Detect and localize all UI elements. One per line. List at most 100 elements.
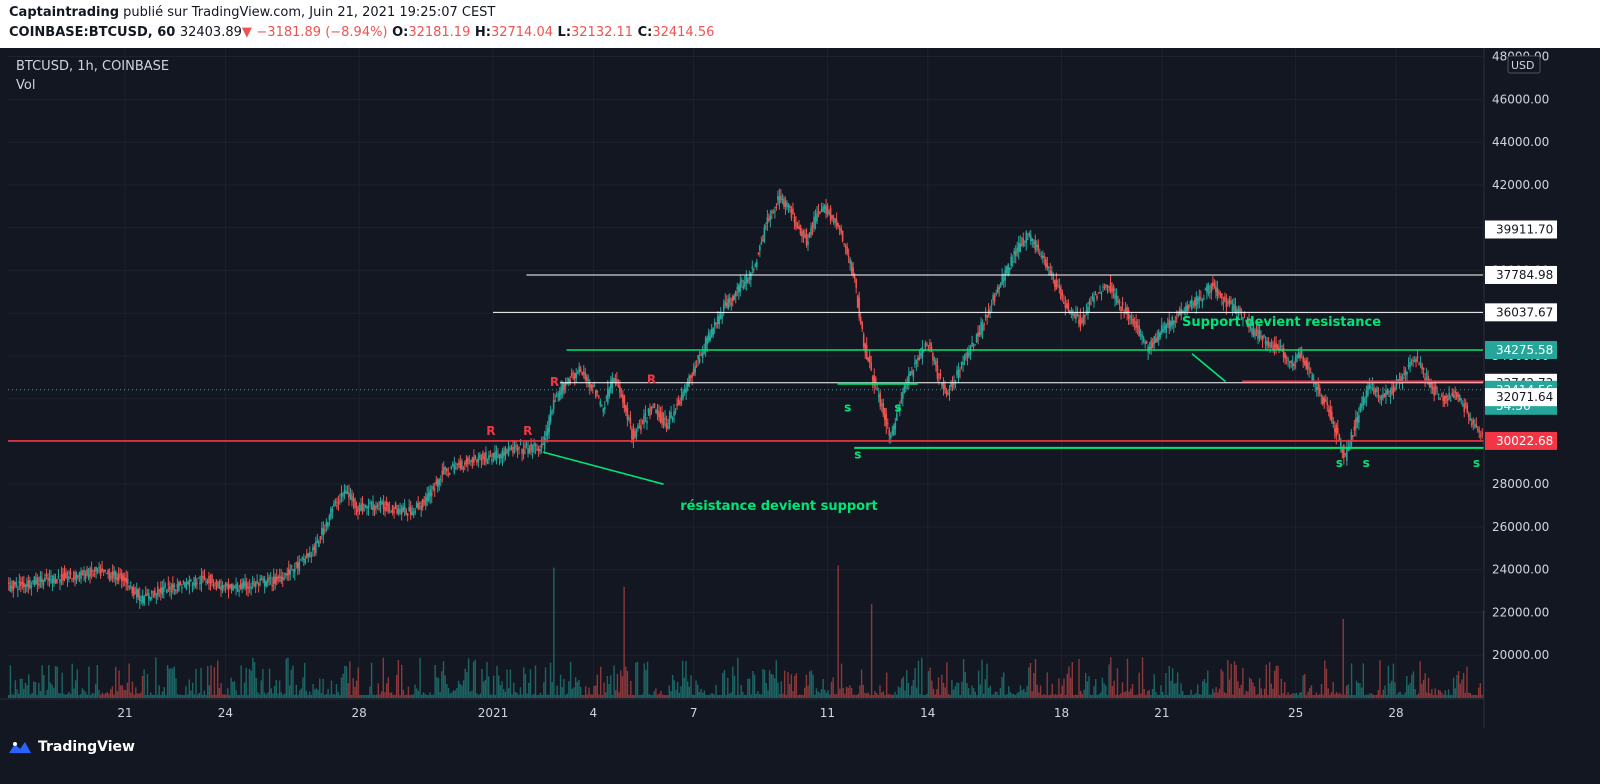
volume-bar — [1138, 672, 1140, 698]
tradingview-logo[interactable]: TradingView — [8, 739, 135, 755]
volume-bar — [1215, 687, 1217, 698]
candle-body — [686, 381, 689, 388]
volume-bar — [148, 694, 150, 698]
candle-body — [1308, 368, 1311, 370]
volume-bar — [1222, 671, 1224, 698]
volume-bar — [1360, 687, 1363, 698]
candle-body — [260, 578, 263, 580]
volume-bar — [678, 692, 681, 698]
candle-body — [974, 344, 976, 346]
candle-body — [637, 425, 639, 429]
candle-body — [996, 287, 999, 293]
volume-bar — [1228, 679, 1231, 698]
volume-bar — [952, 689, 955, 698]
candle-body — [122, 575, 124, 581]
volume-bar — [340, 677, 343, 698]
volume-bar — [752, 671, 754, 698]
candle-body — [703, 350, 705, 354]
volume-bar — [116, 691, 119, 698]
volume-bar — [1456, 675, 1458, 698]
volume-bar — [108, 693, 110, 698]
candle-body — [698, 359, 701, 363]
candle-body — [816, 213, 818, 221]
candle-body — [1066, 303, 1068, 308]
volume-bar — [727, 677, 729, 698]
volume-bar — [1125, 691, 1127, 698]
candle-body — [1416, 356, 1419, 359]
candle-body — [646, 420, 648, 424]
candle-body — [897, 408, 900, 411]
candle-body — [656, 410, 659, 415]
author-name[interactable]: Captaintrading — [9, 5, 120, 20]
volume-bar — [942, 682, 945, 698]
volume-bar — [1074, 694, 1077, 698]
candle-body — [1309, 372, 1312, 374]
candle-body — [1114, 293, 1116, 299]
candle-body — [1201, 299, 1204, 303]
volume-bar — [115, 666, 117, 698]
volume-bar — [1462, 672, 1465, 698]
candle-body — [622, 394, 624, 403]
volume-bar — [974, 691, 977, 698]
price-axis: 20000.0022000.0024000.0026000.0028000.00… — [1483, 48, 1600, 728]
volume-bar — [1396, 694, 1398, 698]
volume-bar — [165, 694, 167, 698]
candle-body — [1269, 344, 1271, 348]
volume-bar — [335, 684, 338, 698]
volume-bar — [1160, 685, 1162, 698]
candle-body — [464, 462, 466, 465]
candle-body — [1260, 336, 1262, 338]
candle-body — [539, 449, 541, 452]
candle-body — [692, 368, 695, 376]
candle-body — [1306, 362, 1309, 370]
volume-bar — [732, 666, 734, 698]
volume-bar — [482, 681, 485, 698]
volume-bar — [260, 680, 262, 698]
candle-body — [649, 410, 651, 416]
candle-body — [1221, 293, 1223, 299]
candle-body — [610, 380, 612, 393]
volume-bar — [800, 694, 803, 698]
candle-body — [1224, 296, 1226, 302]
candle-body — [1428, 382, 1431, 388]
candle-body — [941, 382, 943, 387]
volume-bar — [616, 673, 619, 698]
candle-body — [713, 321, 716, 326]
volume-bar — [1115, 694, 1117, 698]
candle-body — [474, 455, 477, 459]
volume-bar — [1327, 688, 1329, 698]
candle-body — [141, 595, 144, 603]
volume-bar — [982, 693, 985, 698]
candle-body — [1412, 360, 1414, 362]
volume-bar — [1186, 694, 1189, 698]
candle-body — [1454, 390, 1457, 394]
volume-bar — [1095, 679, 1097, 698]
volume-bar — [223, 694, 226, 698]
candle-body — [619, 386, 621, 393]
volume-bar — [402, 689, 405, 698]
candle-body — [23, 582, 25, 588]
volume-bar — [1452, 677, 1455, 698]
volume-bar — [1377, 689, 1380, 698]
volume-bar — [631, 694, 634, 698]
volume-bar — [1031, 691, 1033, 698]
volume-bar — [1382, 689, 1385, 698]
candle-body — [885, 414, 888, 426]
candle-body — [423, 501, 426, 503]
volume-bar — [499, 685, 502, 698]
volume-bar — [894, 691, 896, 698]
volume-bar — [1108, 664, 1110, 698]
volume-bar — [1218, 688, 1221, 698]
candle-body — [1297, 351, 1300, 359]
candle-body — [1228, 299, 1231, 304]
candle-body — [1299, 353, 1301, 358]
volume-bar — [110, 689, 112, 698]
candle-body — [107, 570, 109, 575]
volume-bar — [916, 687, 918, 698]
candle-body — [518, 447, 520, 449]
candle-body — [1470, 423, 1473, 426]
candle-body — [975, 334, 978, 342]
candle-body — [226, 584, 228, 587]
candle-body — [769, 215, 772, 220]
